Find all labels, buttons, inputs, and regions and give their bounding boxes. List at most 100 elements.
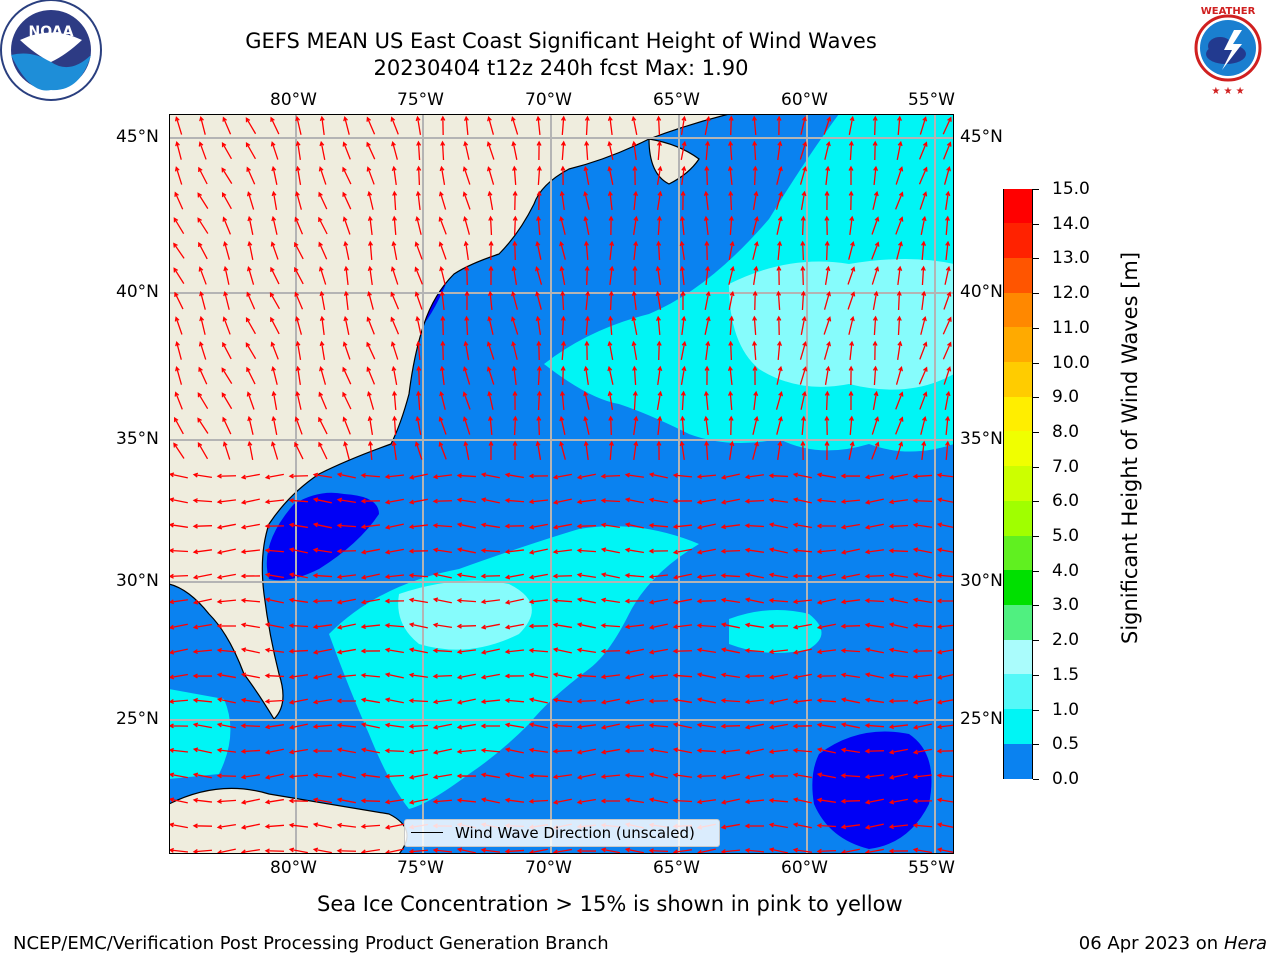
wave-direction-arrow	[632, 215, 639, 235]
wave-direction-arrow	[432, 498, 453, 504]
colorbar-tick-mark	[1033, 397, 1039, 399]
wave-direction-arrow	[632, 265, 638, 286]
wave-direction-arrow	[535, 290, 542, 310]
colorbar-tick-label: 1.0	[1052, 699, 1080, 720]
wave-direction-arrow	[792, 472, 812, 479]
wave-direction-arrow	[264, 773, 284, 780]
wave-direction-arrow	[777, 440, 783, 460]
wave-direction-arrow	[384, 574, 405, 580]
wave-direction-arrow	[246, 166, 256, 185]
wave-direction-arrow	[895, 416, 904, 435]
wave-direction-arrow	[360, 772, 381, 778]
wave-direction-arrow	[920, 215, 927, 235]
wave-direction-arrow	[895, 166, 904, 185]
wave-direction-arrow	[825, 165, 831, 186]
wave-direction-arrow	[416, 140, 422, 161]
wave-direction-arrow	[270, 141, 279, 160]
wave-direction-arrow	[896, 140, 903, 160]
wave-direction-arrow	[416, 365, 422, 386]
wave-direction-arrow	[384, 773, 405, 779]
wave-direction-arrow	[192, 649, 213, 655]
wave-direction-arrow	[528, 773, 549, 779]
wave-direction-arrow	[288, 748, 308, 755]
wave-direction-arrow	[679, 240, 686, 260]
wave-direction-arrow	[408, 647, 428, 654]
wave-direction-arrow	[240, 622, 260, 629]
wave-direction-arrow	[823, 341, 831, 360]
wave-direction-arrow	[895, 366, 903, 385]
wave-direction-arrow	[768, 698, 788, 705]
wave-direction-arrow	[607, 115, 613, 136]
colorbar-segment	[1004, 570, 1032, 606]
wave-direction-arrow	[391, 140, 398, 160]
wave-direction-arrow	[247, 240, 254, 260]
wave-direction-arrow	[438, 241, 447, 260]
lightcyan-region-south	[398, 580, 532, 650]
wave-direction-arrow	[872, 365, 878, 386]
wave-direction-arrow	[696, 523, 716, 530]
wave-direction-arrow	[672, 624, 693, 630]
wave-direction-arrow	[312, 772, 333, 778]
wave-direction-arrow	[221, 367, 233, 384]
wave-direction-arrow	[600, 698, 620, 705]
wave-direction-arrow	[552, 798, 572, 805]
wave-direction-arrow	[463, 140, 470, 160]
wave-direction-arrow	[849, 215, 855, 236]
wave-direction-arrow	[336, 698, 357, 704]
wave-direction-arrow	[888, 773, 908, 780]
wave-direction-arrow	[632, 165, 638, 186]
wave-direction-arrow	[912, 648, 933, 654]
wave-direction-arrow	[216, 599, 237, 605]
wave-direction-arrow	[600, 572, 620, 579]
wave-direction-arrow	[729, 440, 735, 460]
wave-direction-arrow	[221, 167, 233, 184]
wave-direction-arrow	[920, 415, 927, 435]
wave-direction-arrow	[264, 473, 284, 480]
wave-direction-arrow	[240, 823, 260, 830]
wave-direction-arrow	[888, 724, 909, 730]
wave-direction-arrow	[648, 848, 669, 854]
wave-direction-arrow	[648, 723, 669, 728]
wave-direction-arrow	[438, 216, 447, 235]
wave-direction-arrow	[816, 549, 837, 555]
wave-direction-arrow	[199, 315, 206, 335]
wave-direction-arrow	[920, 265, 926, 286]
wave-direction-arrow	[728, 340, 734, 361]
wave-direction-arrow	[294, 416, 303, 435]
wave-direction-arrow	[936, 797, 954, 803]
wave-direction-arrow	[528, 523, 548, 530]
wave-direction-arrow	[240, 549, 261, 555]
wave-direction-arrow	[318, 216, 328, 235]
wave-direction-arrow	[656, 390, 663, 410]
wave-direction-arrow	[600, 547, 620, 554]
wave-direction-arrow	[895, 216, 904, 235]
wave-direction-arrow	[384, 598, 405, 604]
wave-direction-arrow	[888, 548, 909, 554]
wave-direction-arrow	[528, 722, 548, 729]
wave-direction-arrow	[415, 215, 422, 235]
wave-direction-arrow	[197, 417, 209, 434]
chart-subtitle: 20230404 t12z 240h fcst Max: 1.90	[373, 56, 749, 80]
wave-direction-arrow	[792, 699, 813, 705]
map-legend: Wind Wave Direction (unscaled)	[404, 819, 720, 847]
wave-direction-arrow	[703, 190, 709, 211]
wave-direction-arrow	[681, 315, 687, 336]
wave-direction-arrow	[390, 341, 399, 360]
wave-direction-arrow	[705, 340, 711, 361]
wave-direction-arrow	[432, 597, 452, 604]
wave-direction-arrow	[824, 415, 830, 436]
wave-direction-arrow	[728, 190, 734, 211]
wave-direction-arrow	[777, 240, 783, 261]
legend-label: Wind Wave Direction (unscaled)	[455, 824, 695, 842]
wave-direction-arrow	[432, 748, 452, 755]
wave-direction-arrow	[560, 315, 566, 336]
wave-direction-arrow	[600, 597, 620, 604]
wave-direction-arrow	[752, 290, 758, 311]
wave-direction-arrow	[169, 699, 189, 704]
wave-direction-arrow	[720, 823, 740, 830]
wave-direction-arrow	[456, 598, 477, 604]
lat-label-40n-right: 40°N	[960, 282, 1003, 302]
wave-direction-arrow	[528, 473, 549, 479]
wave-direction-arrow	[319, 290, 326, 310]
wave-direction-arrow	[768, 598, 789, 603]
